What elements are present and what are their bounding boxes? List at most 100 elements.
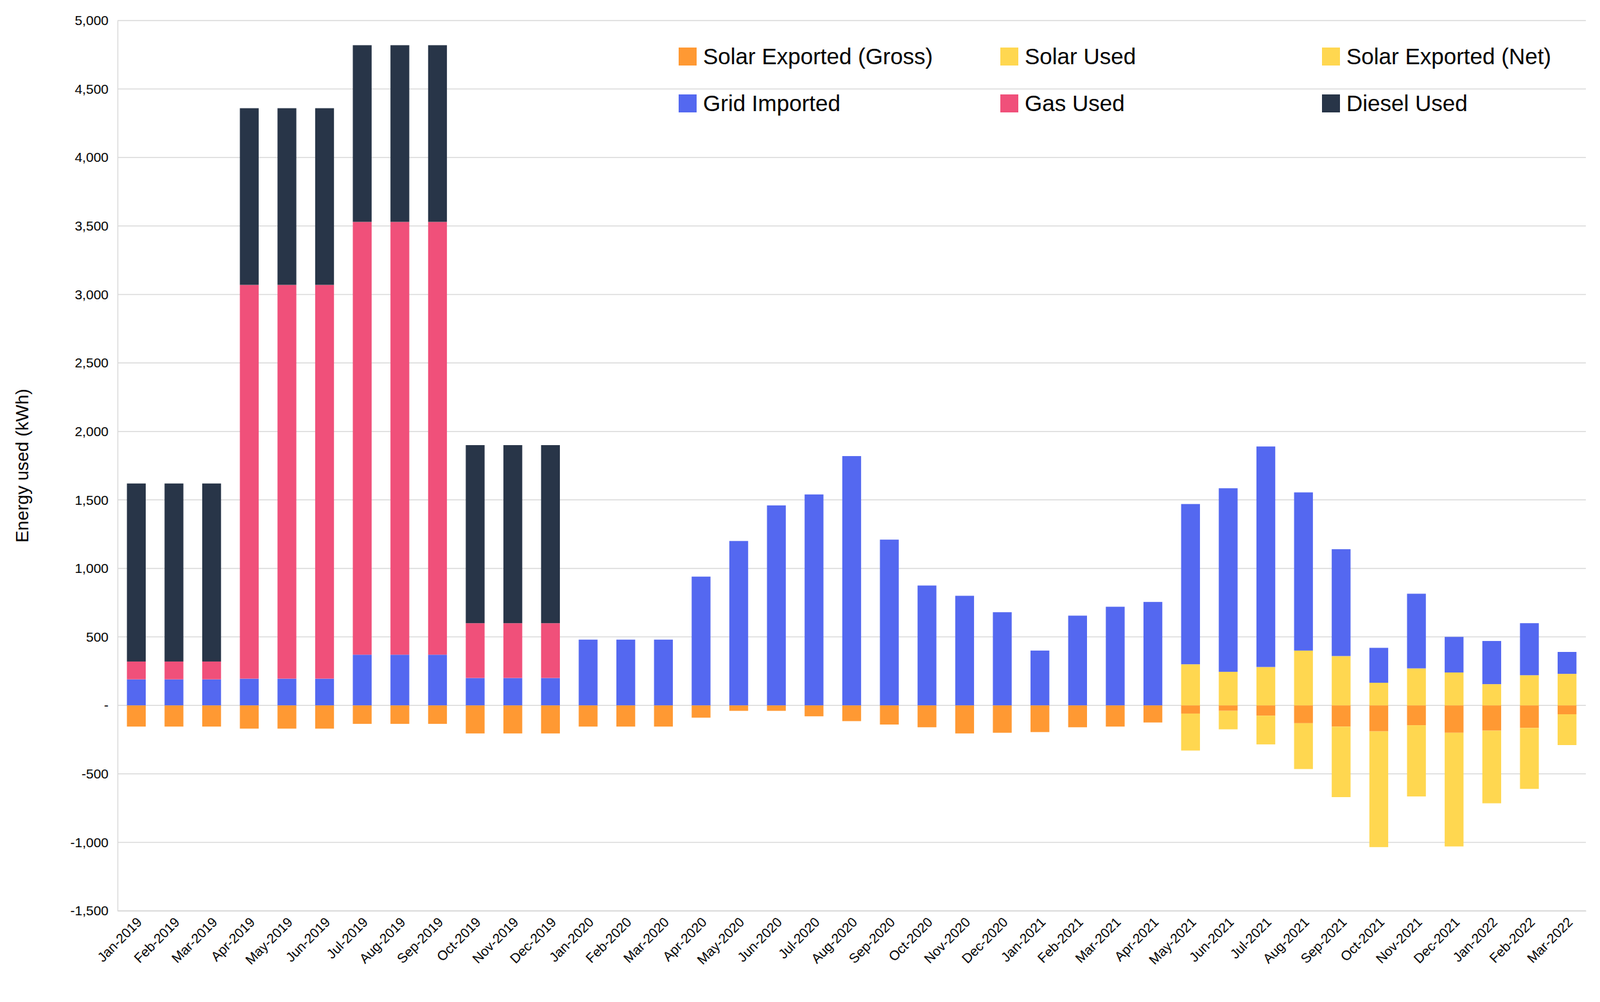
bar: [428, 654, 447, 705]
x-tick: Jun-2019: [282, 910, 333, 965]
bar: [1331, 548, 1351, 656]
bar: [465, 444, 485, 623]
bar: [616, 704, 635, 727]
bar: [164, 704, 183, 727]
y-tick-label: 4,000: [74, 149, 109, 165]
bar: [917, 585, 937, 706]
bar: [1218, 487, 1238, 672]
x-tick: Mar-2022: [1524, 910, 1576, 966]
grid-line: [117, 773, 1586, 775]
series: [127, 704, 1577, 734]
bar: [353, 44, 372, 222]
bar: [1256, 704, 1276, 716]
legend-label: Grid Imported: [703, 90, 841, 116]
bar: [465, 622, 485, 678]
bar: [1519, 727, 1539, 789]
bar: [1519, 704, 1539, 728]
bar: [353, 654, 372, 705]
bar: [1331, 726, 1351, 797]
bar: [202, 679, 221, 706]
bar: [879, 704, 899, 725]
grid-line: [117, 841, 1586, 844]
bar: [729, 704, 748, 711]
bar: [804, 494, 824, 705]
legend-label: Solar Exported (Gross): [703, 43, 933, 69]
y-tick: 5,000: [74, 12, 118, 28]
y-tick-label: 1,500: [74, 492, 109, 508]
bar: [503, 622, 522, 678]
bar: [1406, 668, 1426, 706]
bar: [541, 622, 560, 678]
bar: [202, 661, 221, 680]
bar: [164, 679, 183, 706]
bar: [390, 654, 409, 705]
bar: [917, 704, 937, 727]
bar: [1369, 731, 1389, 847]
y-tick-label: -: [104, 697, 109, 713]
legend-label: Solar Used: [1024, 43, 1136, 69]
bar: [1557, 704, 1577, 714]
bar: [1557, 713, 1577, 745]
bar: [1406, 593, 1426, 668]
bar: [390, 44, 409, 222]
bar: [277, 678, 296, 706]
grid-line: [117, 362, 1586, 364]
bar: [1294, 704, 1314, 723]
bar: [428, 704, 447, 724]
grid-line: [117, 19, 1586, 22]
grid-line: [117, 294, 1586, 296]
legend-item: Diesel Used: [1321, 90, 1468, 116]
bar: [315, 107, 334, 285]
legend-swatch: [678, 47, 697, 66]
y-tick-label: -500: [81, 765, 109, 781]
legend-item: Solar Exported (Gross): [678, 43, 933, 69]
bar: [1218, 704, 1238, 711]
bar: [992, 704, 1012, 733]
series: [127, 44, 560, 662]
bar: [353, 221, 372, 655]
bar: [465, 704, 485, 734]
bar: [1331, 704, 1351, 727]
bar: [879, 539, 899, 705]
bar: [127, 704, 146, 727]
bar: [1294, 722, 1314, 769]
bar: [691, 704, 711, 718]
bar: [955, 595, 974, 706]
bar: [1331, 655, 1351, 705]
bar: [428, 221, 447, 655]
bar: [1181, 504, 1200, 664]
bar: [654, 704, 673, 727]
bar: [1181, 704, 1200, 714]
bar: [1519, 622, 1539, 675]
x-axis: Jan-2019Feb-2019Mar-2019Apr-2019May-2019…: [94, 910, 1587, 967]
legend-swatch: [1000, 47, 1019, 66]
bar: [1482, 730, 1502, 804]
y-tick: 2,000: [74, 423, 118, 439]
chart: -1,500-1,000-500-5001,0001,5002,0002,500…: [0, 0, 1600, 1002]
bar: [541, 704, 560, 734]
legend-label: Solar Exported (Net): [1346, 43, 1552, 69]
legend-swatch: [1321, 47, 1340, 66]
bar: [654, 639, 673, 705]
y-tick: 1,000: [74, 560, 118, 576]
bar: [767, 505, 786, 705]
bar: [1369, 647, 1389, 683]
y-tick: 2,500: [74, 355, 118, 370]
bar: [1369, 704, 1389, 732]
series: [127, 221, 560, 679]
series: [127, 446, 1577, 705]
bar: [127, 679, 146, 706]
x-tick-label: Mar-2022: [1524, 914, 1576, 966]
bar: [1181, 663, 1200, 705]
bar: [1406, 724, 1426, 797]
bar: [353, 704, 372, 724]
legend-label: Gas Used: [1024, 90, 1125, 116]
y-tick-label: -1,500: [69, 902, 109, 918]
grid: [117, 20, 1586, 911]
bar: [390, 704, 409, 724]
y-axis-line: [117, 21, 119, 912]
bar: [1256, 715, 1276, 745]
bar: [277, 107, 296, 285]
y-tick: 3,000: [74, 286, 118, 302]
x-axis-line: [118, 910, 1587, 912]
